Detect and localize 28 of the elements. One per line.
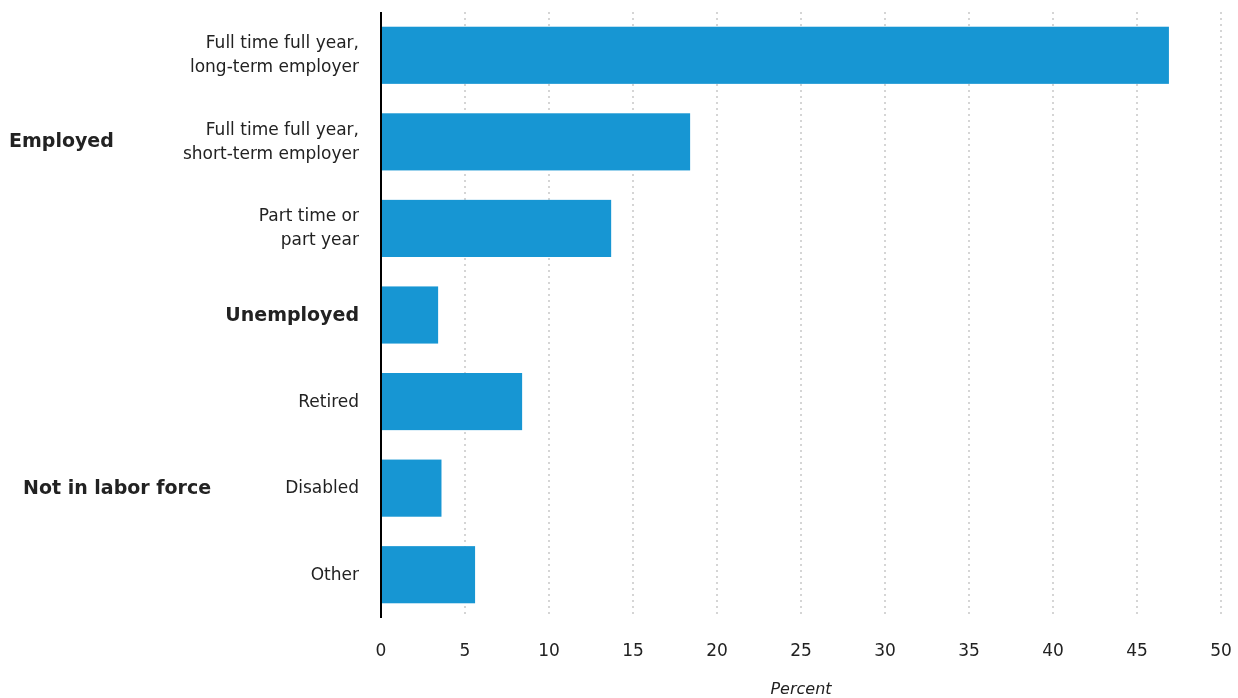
bar [381, 459, 442, 517]
x-tick-label: 0 [375, 640, 387, 660]
x-tick-label: 35 [958, 640, 980, 660]
bar [381, 373, 523, 431]
x-tick-label: 25 [790, 640, 812, 660]
bar [381, 286, 439, 344]
x-axis-title: Percent [770, 679, 833, 698]
y-tick-label: Other [310, 563, 359, 584]
x-tick-label: 20 [706, 640, 728, 660]
x-tick-label: 15 [622, 640, 644, 660]
text: Not in labor force [23, 475, 212, 498]
x-tick-label: 30 [874, 640, 896, 660]
x-tick-label: 50 [1210, 640, 1232, 660]
x-tick-label: 45 [1126, 640, 1148, 660]
x-tick-label: 5 [459, 640, 471, 660]
bar [381, 26, 1169, 84]
y-tick-label: Disabled [285, 477, 359, 498]
bar [381, 113, 691, 171]
bar [381, 546, 476, 604]
y-tick-label: Part time or part year [258, 205, 359, 250]
y-tick-label: Full time full year, long-term employer [189, 32, 360, 77]
x-tick-label: 40 [1042, 640, 1064, 660]
y-tick-label: Full time full year, short-term employer [182, 118, 360, 163]
y-tick-label: Unemployed [225, 302, 359, 325]
text: Employed [9, 129, 114, 152]
x-tick-label: 10 [538, 640, 560, 660]
bar [381, 199, 612, 257]
y-tick-label: Retired [298, 390, 359, 411]
